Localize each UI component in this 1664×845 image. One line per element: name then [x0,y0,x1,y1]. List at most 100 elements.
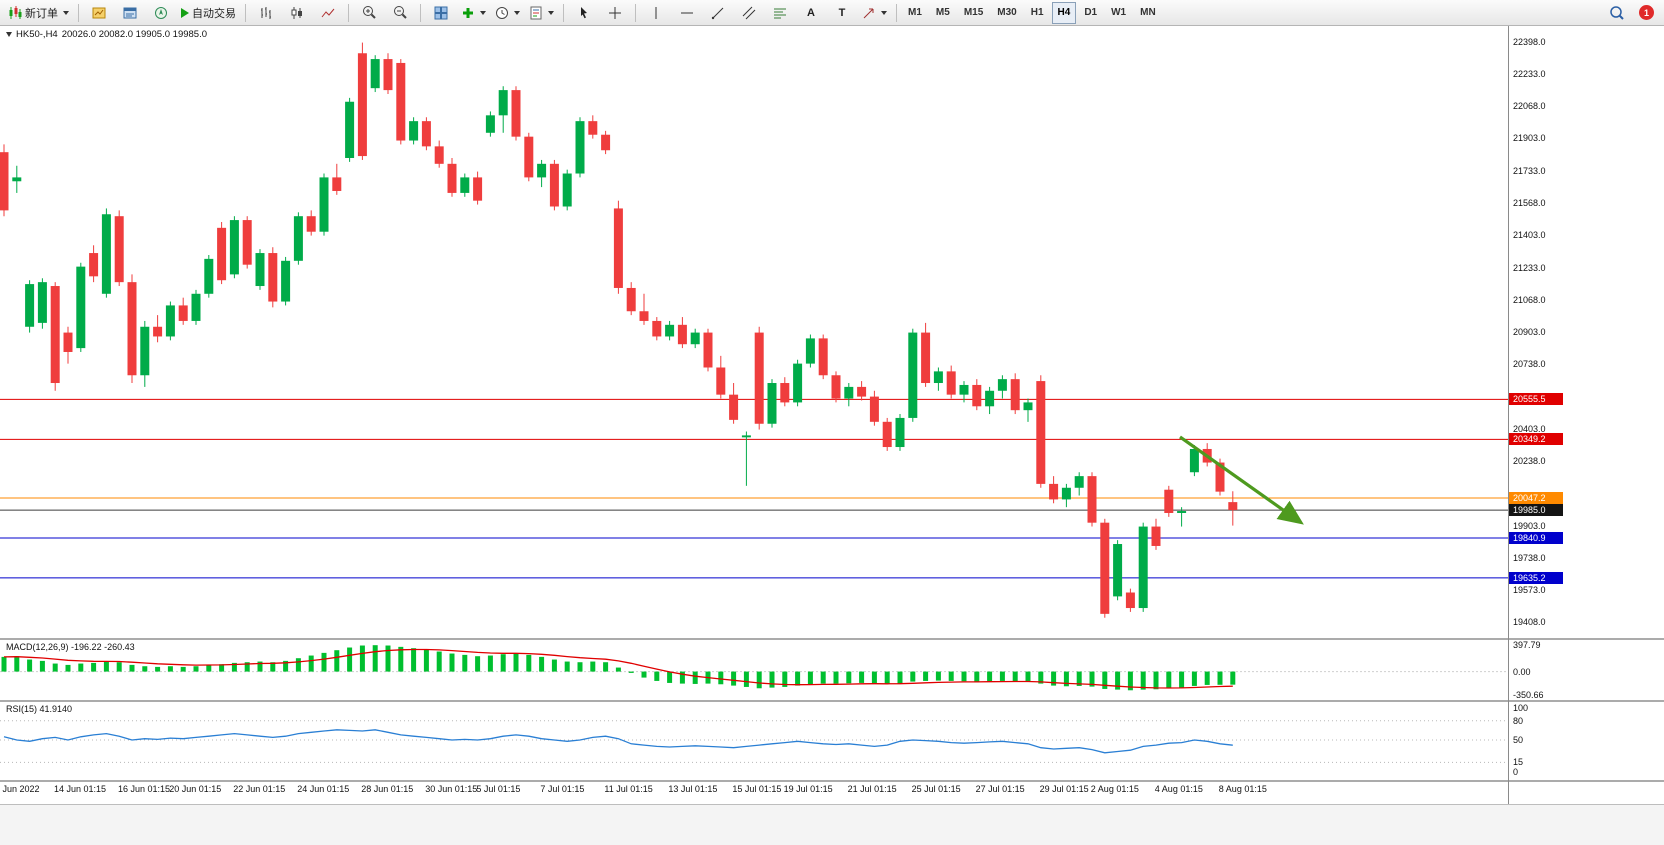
chevron-down-icon [480,10,486,15]
macd-axis-label: 0.00 [1513,666,1531,677]
timeframe-mn-button[interactable]: MN [1140,7,1156,18]
zoom-out-button[interactable] [385,1,415,25]
time-axis-label: 29 Jul 01:15 [1039,784,1089,794]
chart-title: HK50-,H4 20026.0 20082.0 19905.0 19985.0 [6,29,207,40]
panel-separator[interactable] [0,638,1664,640]
time-axis-label: 10 Jun 2022 [0,784,40,794]
navigator-icon [155,6,167,19]
panel-separator[interactable] [0,700,1664,702]
macd-histogram [1,645,1236,691]
price-tick: 20238.0 [1513,455,1546,466]
time-axis-label: 19 Jul 01:15 [783,784,833,794]
toolbar-divider [245,3,246,22]
timeframe-h1-button[interactable]: H1 [1030,7,1044,18]
time-axis-label: 25 Jul 01:15 [911,784,961,794]
bar-chart-button[interactable] [251,1,281,25]
market-watch-button[interactable] [84,1,114,25]
vertical-line-icon [655,6,657,19]
price-tick: 22398.0 [1513,37,1546,47]
timeframe-w1-button[interactable]: W1 [1111,7,1127,18]
notification-badge[interactable]: 1 [1639,5,1654,20]
zoom-out-icon [393,6,407,19]
timeframe-h4-button[interactable]: H4 [1051,1,1077,24]
tile-windows-button[interactable] [426,1,456,25]
candlestick-chart-icon [291,6,302,19]
price-tick: 21233.0 [1513,262,1546,273]
macd-name: MACD(12,26,9) [6,642,69,652]
time-axis-label: 22 Jun 01:15 [233,784,286,794]
text-tool-button[interactable]: A [796,1,826,25]
label-tool-button[interactable]: T [827,1,857,25]
channel-button[interactable] [734,1,764,25]
template-icon [530,6,542,19]
fibonacci-button[interactable] [765,1,795,25]
search-button[interactable] [1602,1,1632,25]
rsi-line [3,729,1233,754]
macd-axis-label: -350.66 [1513,690,1544,700]
arrow-object-icon [863,8,874,18]
price-tick: 19738.0 [1513,552,1546,563]
horizontal-line-button[interactable] [672,1,702,25]
zoom-in-button[interactable] [354,1,384,25]
candlestick-chart-button[interactable] [282,1,312,25]
candlestick-chart[interactable] [0,26,1508,638]
time-axis-label: 2 Aug 01:15 [1090,784,1139,794]
rsi-axis-label: 100 [1513,703,1529,713]
horizontal-lines-group[interactable] [0,398,1508,579]
timeframe-m1-button[interactable]: M1 [908,7,922,18]
timeframe-m5-button[interactable]: M5 [935,7,950,18]
chart-window: HK50-,H4 20026.0 20082.0 19905.0 19985.0… [0,26,1664,804]
time-axis-label: 8 Aug 01:15 [1218,784,1267,794]
auto-trading-play-icon [181,7,189,18]
indicators-button[interactable] [457,1,490,25]
market-watch-icon [92,7,106,18]
time-axis-label: 11 Jul 01:15 [604,784,653,794]
crosshair-icon [609,6,621,19]
timeframe-m15-button[interactable]: M15 [963,7,984,18]
time-axis-label: 21 Jul 01:15 [847,784,897,794]
price-tick: 21568.0 [1513,198,1546,208]
shapes-button[interactable] [858,1,891,25]
time-axis-label: 15 Jul 01:15 [732,784,782,794]
new-order-button[interactable]: 新订单 [4,1,73,25]
time-axis-label: 5 Jul 01:15 [476,784,521,794]
cursor-button[interactable] [569,1,599,25]
vertical-line-button[interactable] [641,1,671,25]
toolbar-divider [420,3,421,22]
toolbar-divider [896,3,897,22]
time-axis-label: 16 Jun 01:15 [118,784,171,794]
price-line-badge: 20555.5 [1509,393,1563,406]
tile-windows-icon [434,6,448,19]
search-icon [1610,5,1624,20]
periods-button[interactable] [491,1,524,25]
line-chart-button[interactable] [313,1,343,25]
templates-button[interactable] [525,1,558,25]
price-line-badge: 20047.2 [1509,492,1563,504]
navigator-button[interactable] [146,1,176,25]
time-axis-label: 30 Jun 01:15 [425,784,478,794]
macd-panel[interactable] [0,640,1508,700]
timeframe-d1-button[interactable]: D1 [1084,7,1098,18]
rsi-value: 41.9140 [39,704,73,714]
price-tick: 21403.0 [1513,230,1546,240]
timeframe-group: M1 M5 M15 M30 H1 H4 D1 W1 MN [902,1,1162,24]
timeframe-m30-button[interactable]: M30 [997,7,1017,18]
horizontal-line-icon [681,12,693,13]
price-tick: 21733.0 [1513,165,1546,176]
rsi-panel[interactable] [0,702,1508,780]
data-window-button[interactable] [115,1,145,25]
macd-main-value: -196.22 [71,642,102,652]
trend-arrow[interactable] [1179,435,1304,525]
time-axis-label: 4 Aug 01:15 [1154,784,1203,794]
chevron-down-icon [548,10,554,15]
price-tick: 20738.0 [1513,359,1546,369]
trendline-button[interactable] [703,1,733,25]
auto-trading-label: 自动交易 [192,7,236,20]
collapse-triangle-icon [6,32,12,37]
trendline-icon [711,7,724,19]
price-tick: 21068.0 [1513,294,1546,305]
auto-trading-button[interactable]: 自动交易 [177,1,240,25]
crosshair-button[interactable] [600,1,630,25]
toolbar-divider [348,3,349,22]
time-axis-label: 27 Jul 01:15 [975,784,1025,794]
